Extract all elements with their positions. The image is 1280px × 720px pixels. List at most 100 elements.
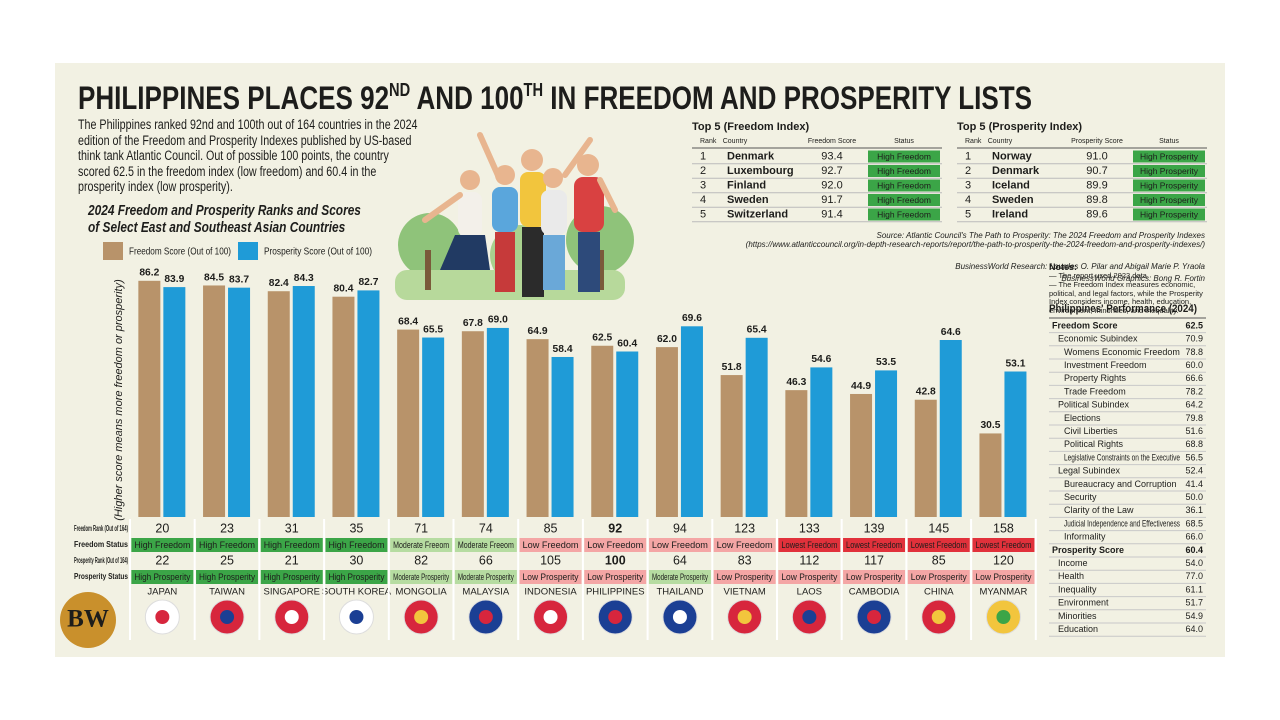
status-badge — [1133, 179, 1205, 192]
table-cell: 92.7 — [821, 165, 842, 177]
legend-label: Prosperity Score (Out of 100) — [264, 247, 372, 258]
flag-emblem — [802, 610, 817, 624]
table-cell: Luxembourg — [727, 165, 794, 177]
rank: 105 — [540, 553, 561, 567]
performance-label: Clarity of the Law — [1064, 505, 1134, 515]
status: High Prosperity — [264, 572, 320, 582]
value-label: 68.4 — [398, 315, 418, 327]
bar — [138, 280, 161, 517]
status: High Prosperity — [134, 572, 190, 582]
status: High Freedom — [877, 209, 931, 219]
table-header: Freedom Score — [808, 138, 856, 145]
status: Low Prosperity — [975, 572, 1031, 582]
bar — [680, 326, 703, 517]
status-badge — [131, 538, 194, 552]
value-label: 67.8 — [463, 317, 483, 329]
performance-value: 62.5 — [1185, 320, 1203, 330]
performance-label: Income — [1058, 558, 1088, 568]
flag-emblem — [414, 610, 429, 624]
status: Low Freedom — [717, 540, 773, 550]
table-cell: 92.0 — [821, 179, 842, 191]
table-cell: 1 — [965, 150, 971, 162]
rank: 112 — [799, 553, 819, 567]
performance-value: 66.6 — [1185, 373, 1203, 383]
status-badge — [196, 570, 259, 584]
rank: 66 — [479, 553, 493, 567]
bar — [914, 399, 937, 517]
value-label: 82.7 — [358, 276, 378, 288]
table-cell: 1 — [700, 150, 706, 162]
bar — [461, 331, 484, 517]
logo-badge — [60, 592, 116, 648]
country: VIETNAM — [724, 587, 766, 598]
status-badge — [778, 538, 841, 552]
table-cell: 90.7 — [1086, 165, 1107, 177]
bar — [875, 370, 898, 517]
rank: 31 — [285, 521, 299, 535]
status: Low Prosperity — [587, 572, 643, 582]
country: LAOS — [797, 587, 822, 598]
table-cell: 2 — [965, 165, 971, 177]
status-badge — [390, 538, 453, 552]
rank: 92 — [608, 521, 622, 535]
performance-label: Political Rights — [1064, 439, 1124, 449]
row-label: Prosperity Rank (Out of 164) — [74, 556, 128, 565]
status: Lowest Freedom — [975, 540, 1031, 550]
performance-value: 61.1 — [1185, 584, 1203, 594]
bar — [785, 390, 808, 517]
performance-label: Prosperity Score — [1052, 545, 1124, 555]
table-cell: 91.0 — [1086, 150, 1107, 162]
status-badge — [584, 538, 647, 552]
status-badge — [843, 570, 906, 584]
table-header: Country — [988, 138, 1013, 145]
table-cell: Sweden — [727, 194, 769, 206]
flag-emblem — [478, 610, 493, 624]
performance-label: Security — [1064, 492, 1097, 502]
status: High Prosperity — [328, 572, 384, 582]
performance-label: Judicial Independence and Effectiveness — [1064, 518, 1180, 528]
flag-emblem — [543, 610, 558, 624]
bar — [551, 356, 574, 517]
status-badge — [1133, 165, 1205, 177]
credit: BusinessWorld Graphics: Bong R. Fortin — [1061, 274, 1205, 283]
table-cell: 93.4 — [821, 150, 842, 162]
value-label: 42.8 — [916, 386, 936, 398]
bar — [745, 337, 768, 517]
table-cell: Ireland — [992, 208, 1028, 220]
status-badge — [868, 208, 940, 221]
status: Low Freedom — [523, 540, 579, 550]
performance-value: 66.0 — [1185, 532, 1203, 542]
bar — [616, 351, 639, 517]
bar — [422, 337, 445, 517]
page-title: PHILIPPINES PLACES 92ND AND 100TH IN FRE… — [78, 80, 1032, 117]
country: THAILAND — [656, 587, 703, 598]
country: SOUTH KOREA — [322, 587, 392, 598]
country: TAIWAN — [209, 587, 245, 598]
status-badge — [325, 570, 388, 584]
value-label: 44.9 — [851, 380, 871, 392]
status: Lowest Freedom — [781, 540, 837, 550]
performance-value: 78.8 — [1185, 347, 1203, 357]
rank: 71 — [414, 521, 428, 535]
status-badge — [868, 165, 940, 177]
table-title: Top 5 (Prosperity Index) — [957, 121, 1082, 133]
table-header: Country — [723, 138, 748, 145]
source-url: (https://www.atlanticcouncil.org/in-dept… — [745, 240, 1205, 249]
rank: 94 — [673, 521, 687, 535]
status: High Freedom — [264, 540, 320, 550]
country: MYANMAR — [980, 587, 1028, 598]
performance-value: 54.9 — [1185, 611, 1203, 621]
country: SINGAPORE — [264, 587, 321, 598]
flag-emblem — [672, 610, 687, 624]
value-label: 54.6 — [811, 353, 831, 365]
rank: 85 — [932, 553, 946, 567]
status: High Freedom — [877, 166, 931, 176]
bar — [292, 286, 315, 517]
value-label: 65.5 — [423, 323, 443, 335]
rank: 85 — [544, 521, 558, 535]
status: High Prosperity — [1140, 166, 1199, 176]
table-cell: 3 — [965, 179, 971, 191]
status-badge — [325, 538, 388, 552]
flag-emblem — [737, 610, 752, 624]
rank: 30 — [349, 553, 363, 567]
